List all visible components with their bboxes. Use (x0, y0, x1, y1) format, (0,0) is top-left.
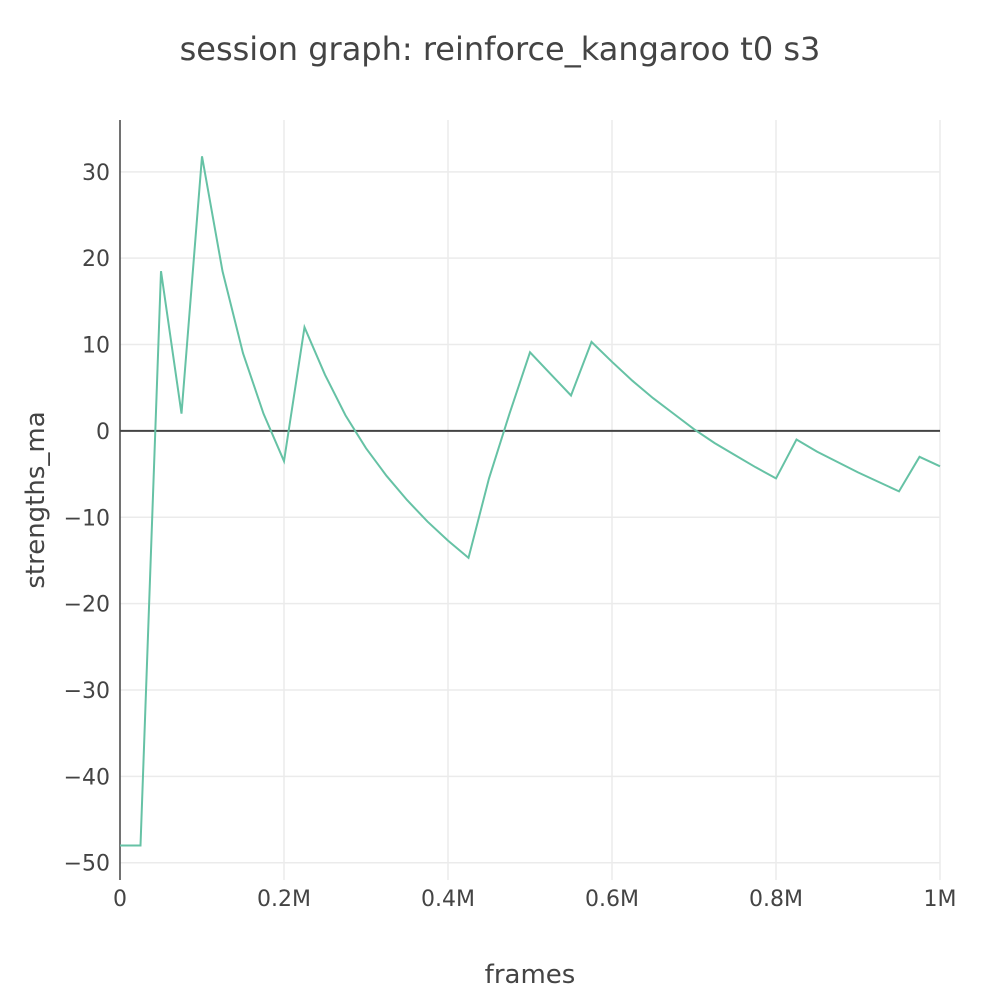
tick-layer: 0 0.2M 0.4M 0.6M 0.8M 1M 30 20 10 0 −10 −20 −30 −40 −5… (64, 161, 957, 912)
series-line (120, 156, 941, 847)
axis-layer (119, 120, 940, 880)
y-tick-label: −20 (64, 593, 110, 618)
x-tick-label: 0.8M (749, 887, 803, 912)
y-tick-label: 20 (82, 247, 110, 272)
y-tick-label: 10 (82, 334, 110, 359)
x-tick-label: 0.2M (257, 887, 311, 912)
y-axis-label: strengths_ma (21, 411, 51, 588)
y-tick-label: 30 (82, 161, 110, 186)
x-tick-label: 0.6M (585, 887, 639, 912)
grid-layer (120, 120, 941, 880)
y-tick-label: 0 (96, 420, 110, 445)
y-tick-label: −50 (64, 852, 110, 877)
x-tick-label: 1M (924, 887, 957, 912)
x-tick-label: 0 (113, 887, 127, 912)
y-tick-label: −40 (64, 765, 110, 790)
x-axis-label: frames (485, 960, 576, 990)
chart-title: session graph: reinforce_kangaroo t0 s3 (180, 30, 821, 68)
y-tick-label: −30 (64, 679, 110, 704)
y-tick-label: −10 (64, 506, 110, 531)
series-layer (120, 156, 941, 847)
x-tick-label: 0.4M (421, 887, 475, 912)
